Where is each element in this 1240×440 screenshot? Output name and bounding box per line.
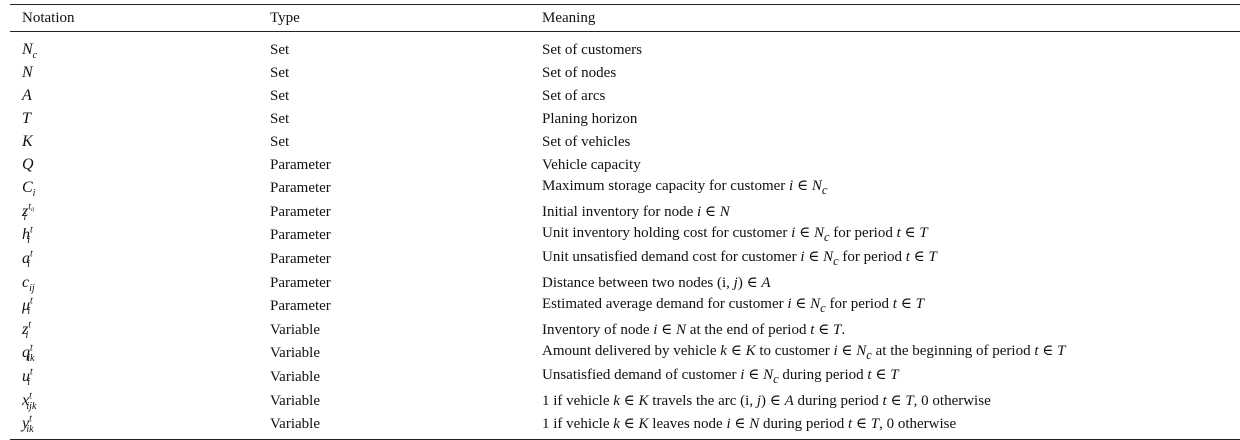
notation-symbol: Nc (22, 40, 38, 61)
table-row: Ci Parameter Maximum storage capacity for … (10, 176, 1240, 200)
type-cell: Variable (270, 392, 320, 409)
top-rule (10, 4, 1240, 5)
notation-cell: Q (10, 153, 270, 176)
meaning-cell: Unsatisfied demand of customer i ∈ Nc du… (542, 367, 899, 386)
notation-symbol: T (22, 109, 31, 127)
table-row: Q Parameter Vehicle capacity (10, 153, 1240, 176)
notation-cell: ati (10, 247, 270, 271)
meaning-cell: 1 if vehicle k ∈ K leaves node i ∈ N dur… (542, 415, 957, 432)
notation-symbol: zt₀i (22, 201, 35, 223)
meaning-cell: Set of customers (542, 41, 642, 58)
meaning-cell: Maximum storage capacity for customer i … (542, 178, 828, 197)
notation-cell: ytik (10, 412, 270, 440)
meaning-cell: Set of vehicles (542, 133, 631, 150)
table-row: Nc Set Set of customers (10, 32, 1240, 62)
meaning-cell: Planing horizon (542, 110, 638, 127)
notation-symbol: qtik (22, 342, 35, 365)
table-row: N Set Set of nodes (10, 61, 1240, 84)
table-row: zt₀i Parameter Initial inventory for node … (10, 200, 1240, 223)
type-cell: Parameter (270, 227, 331, 243)
notation-symbol: cij (22, 273, 35, 294)
table-row: ati Parameter Unit unsatisfied demand cost… (10, 247, 1240, 271)
type-cell: Parameter (270, 180, 331, 196)
type-cell: Parameter (270, 251, 331, 267)
meaning-cell: Estimated average demand for customer i … (542, 296, 924, 315)
notation-table-container: Notation Type Meaning Nc Set Set of custom… (10, 4, 1240, 440)
type-cell: Set (270, 41, 290, 58)
table-row: T Set Planing horizon (10, 107, 1240, 130)
meaning-cell: Unit unsatisfied demand cost for custome… (542, 249, 937, 268)
meaning-cell: Unit inventory holding cost for customer… (542, 225, 928, 244)
table-row: xtijk Variable 1 if vehicle k ∈ K travels … (10, 389, 1240, 412)
meaning-cell: Vehicle capacity (542, 156, 641, 173)
header-row: Notation Type Meaning (10, 5, 1240, 32)
meaning-cell: Initial inventory for node i ∈ N (542, 203, 730, 220)
meaning-cell: 1 if vehicle k ∈ K travels the arc (i, j… (542, 392, 991, 409)
meaning-cell: Amount delivered by vehicle k ∈ K to cus… (542, 343, 1066, 362)
notation-symbol: zti (22, 319, 32, 341)
meaning-cell: Inventory of node i ∈ N at the end of pe… (542, 321, 846, 338)
table-row: zti Variable Inventory of node i ∈ N at th… (10, 318, 1240, 341)
notation-cell: K (10, 130, 270, 153)
notation-cell: hti (10, 223, 270, 247)
header-type: Type (270, 10, 300, 26)
table-row: cij Parameter Distance between two nodes (… (10, 271, 1240, 294)
table-row: uti Variable Unsatisfied demand of custome… (10, 365, 1240, 389)
type-cell: Parameter (270, 156, 331, 173)
table-body: Nc Set Set of customers N Set Set of nodes A Se… (10, 32, 1240, 440)
notation-cell: qtik (10, 341, 270, 365)
notation-symbol: ati (22, 248, 33, 271)
type-cell: Set (270, 87, 290, 104)
notation-symbol: K (22, 132, 33, 150)
notation-symbol: μti (22, 295, 33, 318)
notation-cell: N (10, 61, 270, 84)
notation-symbol: hti (22, 224, 33, 247)
meaning-cell: Set of nodes (542, 64, 617, 81)
notation-cell: μti (10, 294, 270, 318)
table-row: ytik Variable 1 if vehicle k ∈ K leaves no… (10, 412, 1240, 440)
notation-cell: Ci (10, 176, 270, 200)
type-cell: Variable (270, 369, 320, 385)
type-cell: Set (270, 64, 290, 81)
header-meaning: Meaning (542, 10, 596, 26)
notation-symbol: Q (22, 155, 34, 173)
table-row: A Set Set of arcs (10, 84, 1240, 107)
notation-cell: cij (10, 271, 270, 294)
type-cell: Variable (270, 321, 320, 338)
notation-symbol: ytik (22, 413, 34, 435)
notation-symbol: xtijk (22, 390, 37, 412)
notation-symbol: A (22, 86, 32, 104)
notation-table: Notation Type Meaning Nc Set Set of custom… (10, 5, 1240, 440)
notation-cell: Nc (10, 32, 270, 62)
meaning-cell: Set of arcs (542, 87, 606, 104)
table-row: qtik Variable Amount delivered by vehicle … (10, 341, 1240, 365)
notation-cell: A (10, 84, 270, 107)
type-cell: Variable (270, 415, 320, 432)
notation-cell: zt₀i (10, 200, 270, 223)
notation-cell: xtijk (10, 389, 270, 412)
notation-symbol: N (22, 63, 33, 81)
header-notation: Notation (22, 10, 75, 26)
table-row: μti Parameter Estimated average demand for… (10, 294, 1240, 318)
type-cell: Parameter (270, 203, 331, 220)
notation-cell: T (10, 107, 270, 130)
type-cell: Variable (270, 345, 320, 361)
meaning-cell: Distance between two nodes (i, j) ∈ A (542, 274, 771, 291)
table-row: hti Parameter Unit inventory holding cost … (10, 223, 1240, 247)
notation-symbol: uti (22, 366, 33, 389)
type-cell: Parameter (270, 298, 331, 314)
type-cell: Set (270, 110, 290, 127)
table-row: K Set Set of vehicles (10, 130, 1240, 153)
notation-cell: uti (10, 365, 270, 389)
type-cell: Set (270, 133, 290, 150)
type-cell: Parameter (270, 274, 331, 291)
notation-cell: zti (10, 318, 270, 341)
notation-symbol: Ci (22, 179, 36, 200)
